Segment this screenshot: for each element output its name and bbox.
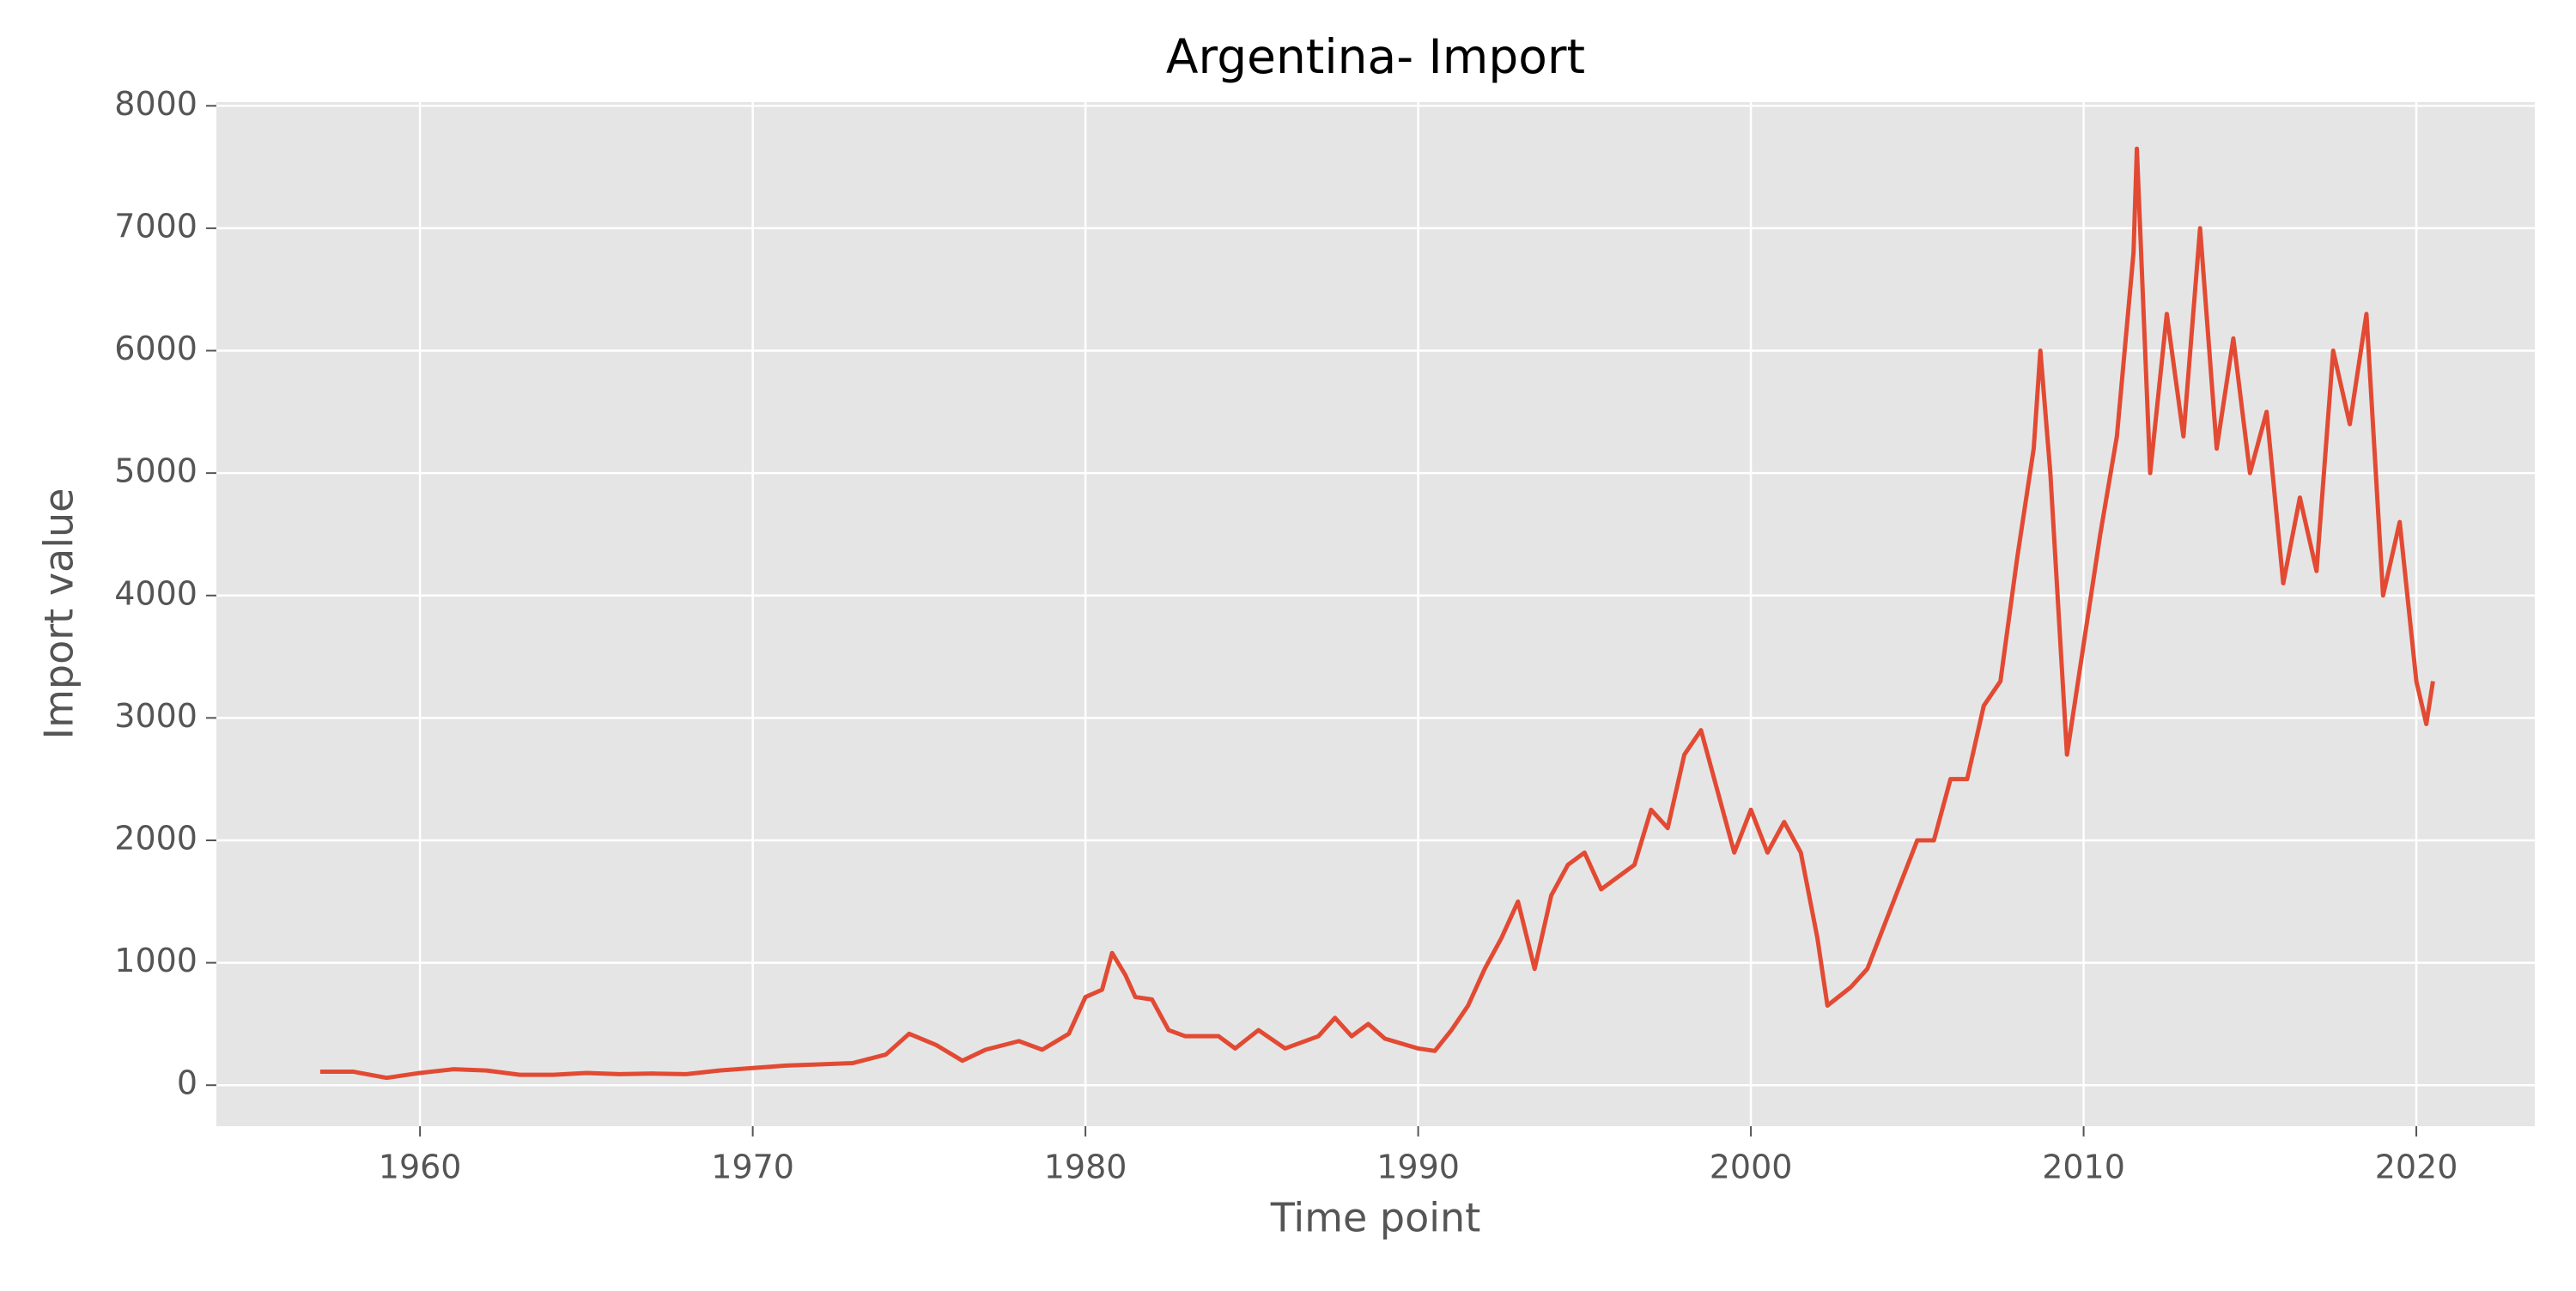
y-tick-label: 5000: [114, 452, 197, 490]
x-tick-label: 1980: [1044, 1149, 1127, 1186]
y-tick-label: 0: [177, 1064, 197, 1102]
y-tick-label: 2000: [114, 819, 197, 857]
x-tick-label: 2010: [2042, 1149, 2125, 1186]
x-tick-label: 1960: [379, 1149, 462, 1186]
y-axis-label: Import value: [36, 488, 82, 740]
x-tick-label: 2000: [1710, 1149, 1793, 1186]
x-tick-label: 1970: [711, 1149, 794, 1186]
y-tick-label: 8000: [114, 85, 197, 123]
data-line: [319, 146, 2435, 1081]
x-tick-label: 1990: [1376, 1149, 1460, 1186]
x-tick-label: 2020: [2375, 1149, 2458, 1186]
plot-area: [216, 102, 2535, 1126]
x-axis-label: Time point: [1270, 1195, 1481, 1241]
chart-title: Argentina- Import: [1166, 29, 1585, 84]
y-tick-label: 3000: [114, 697, 197, 735]
y-tick-label: 7000: [114, 207, 197, 245]
y-tick-label: 6000: [114, 330, 197, 367]
y-tick-label: 1000: [114, 942, 197, 979]
y-tick-label: 4000: [114, 574, 197, 612]
